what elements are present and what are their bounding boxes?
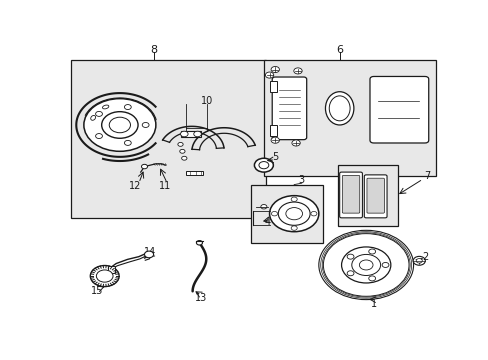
Circle shape xyxy=(265,72,273,78)
Bar xyxy=(108,266,115,273)
Circle shape xyxy=(144,251,153,258)
Circle shape xyxy=(291,140,300,146)
Circle shape xyxy=(359,260,372,270)
Text: 4: 4 xyxy=(264,217,270,227)
Text: 15: 15 xyxy=(91,286,103,296)
Bar xyxy=(269,125,277,136)
Bar xyxy=(70,60,265,218)
Text: 3: 3 xyxy=(298,175,304,185)
Bar xyxy=(337,165,398,226)
Circle shape xyxy=(278,202,309,225)
FancyBboxPatch shape xyxy=(369,76,428,143)
Text: 11: 11 xyxy=(159,181,171,191)
FancyBboxPatch shape xyxy=(342,175,359,213)
Circle shape xyxy=(271,211,277,216)
Text: 1: 1 xyxy=(370,299,376,309)
Circle shape xyxy=(84,99,156,151)
Circle shape xyxy=(259,162,268,169)
Circle shape xyxy=(270,137,279,143)
Circle shape xyxy=(124,140,131,145)
Circle shape xyxy=(96,134,102,139)
Circle shape xyxy=(254,158,273,172)
Text: 2: 2 xyxy=(421,252,427,262)
Circle shape xyxy=(96,270,113,282)
Text: 12: 12 xyxy=(128,181,141,191)
Circle shape xyxy=(368,276,375,281)
Circle shape xyxy=(270,67,279,73)
Circle shape xyxy=(323,234,408,296)
Circle shape xyxy=(269,195,318,232)
Circle shape xyxy=(346,271,353,276)
Ellipse shape xyxy=(102,105,109,109)
Circle shape xyxy=(193,131,201,137)
Bar xyxy=(250,185,322,243)
Circle shape xyxy=(381,262,388,267)
Circle shape xyxy=(290,197,297,202)
Circle shape xyxy=(341,247,390,283)
Circle shape xyxy=(346,254,353,259)
Circle shape xyxy=(90,266,119,287)
Circle shape xyxy=(96,111,102,116)
Circle shape xyxy=(180,131,188,137)
Text: 6: 6 xyxy=(335,45,343,55)
Bar xyxy=(186,171,203,175)
Circle shape xyxy=(178,143,183,146)
Circle shape xyxy=(290,226,297,230)
Circle shape xyxy=(412,256,425,265)
Circle shape xyxy=(415,258,422,263)
Circle shape xyxy=(285,208,302,220)
Text: 14: 14 xyxy=(144,247,156,257)
Text: 10: 10 xyxy=(201,96,213,107)
Bar xyxy=(269,81,277,92)
Bar xyxy=(180,131,201,138)
FancyBboxPatch shape xyxy=(339,172,362,218)
Circle shape xyxy=(142,122,149,127)
Circle shape xyxy=(196,240,202,245)
Circle shape xyxy=(180,149,184,153)
Circle shape xyxy=(310,211,316,216)
Circle shape xyxy=(124,104,131,109)
Ellipse shape xyxy=(91,116,95,120)
FancyBboxPatch shape xyxy=(366,178,384,213)
Circle shape xyxy=(181,156,186,160)
Text: 7: 7 xyxy=(423,171,429,181)
Circle shape xyxy=(260,204,266,209)
FancyBboxPatch shape xyxy=(272,77,306,140)
Ellipse shape xyxy=(328,96,349,121)
Circle shape xyxy=(368,249,375,254)
Circle shape xyxy=(102,112,138,138)
Text: 9: 9 xyxy=(128,117,134,127)
Circle shape xyxy=(141,164,147,169)
Circle shape xyxy=(109,117,130,133)
Circle shape xyxy=(293,68,302,74)
FancyBboxPatch shape xyxy=(364,175,386,218)
Bar xyxy=(264,60,435,176)
Text: 5: 5 xyxy=(271,152,278,162)
Text: 8: 8 xyxy=(150,45,157,55)
Circle shape xyxy=(351,255,380,275)
Ellipse shape xyxy=(325,92,353,125)
Text: 13: 13 xyxy=(195,293,207,303)
